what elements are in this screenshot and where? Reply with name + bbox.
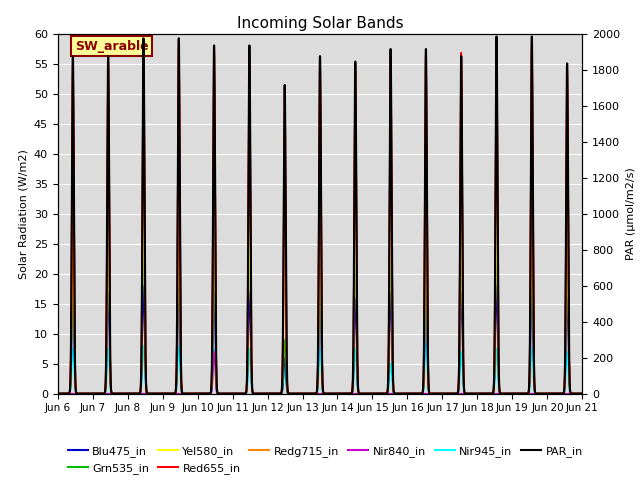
Y-axis label: Solar Radiation (W/m2): Solar Radiation (W/m2) [18,149,28,278]
Blu475_in [411,391,419,396]
Red655_in [54,391,61,396]
Blu475_in [304,391,312,396]
Blu475_in [367,391,375,396]
Grn535_in [447,391,454,396]
Nir840_in [246,211,253,217]
Yel580_in [54,391,61,396]
Nir945_in [367,391,374,396]
Nir840_in [579,391,586,396]
Redg715_in [579,391,586,396]
Grn535_in [579,391,586,396]
Grn535_in [54,391,61,396]
Red655_in [140,44,147,49]
Nir945_in [317,368,325,374]
Nir840_in [317,391,325,396]
Redg715_in [84,391,92,396]
PAR_in [446,391,454,396]
Nir945_in [410,391,418,396]
Nir945_in [447,391,454,396]
Grn535_in [304,391,312,396]
PAR_in [367,391,374,396]
Red655_in [367,391,375,396]
Line: Nir945_in: Nir945_in [58,343,582,394]
PAR_in [579,391,586,396]
Grn535_in [367,391,375,396]
Red655_in [447,391,454,396]
PAR_in [54,391,61,396]
Blu475_in [180,391,188,396]
Line: Yel580_in: Yel580_in [58,166,582,394]
Grn535_in [180,391,188,396]
Nir840_in [54,391,61,396]
Yel580_in [180,391,188,396]
Line: Grn535_in: Grn535_in [58,226,582,394]
Grn535_in [317,329,325,335]
Blu475_in [54,391,61,396]
Nir945_in [54,391,61,396]
Grn535_in [84,391,92,396]
Nir945_in [304,391,312,396]
Nir945_in [84,391,92,396]
Title: Incoming Solar Bands: Incoming Solar Bands [237,16,403,31]
Grn535_in [140,223,147,229]
Red655_in [304,391,312,396]
Line: Red655_in: Red655_in [58,47,582,394]
Redg715_in [411,391,419,396]
Red655_in [317,255,325,261]
Red655_in [579,391,586,396]
Blu475_in [579,391,586,396]
Yel580_in [304,391,312,396]
Legend: Blu475_in, Grn535_in, Yel580_in, Red655_in, Redg715_in, Nir840_in, Nir945_in, PA: Blu475_in, Grn535_in, Yel580_in, Red655_… [63,442,588,478]
Text: SW_arable: SW_arable [75,39,148,53]
PAR_in [317,222,325,228]
Blu475_in [317,349,325,355]
Red655_in [180,391,188,396]
Blu475_in [447,391,454,396]
Nir840_in [410,391,418,396]
Red655_in [411,391,419,396]
Yel580_in [410,391,418,396]
Y-axis label: PAR (μmol/m2/s): PAR (μmol/m2/s) [626,167,636,260]
PAR_in [84,391,92,396]
Yel580_in [317,301,325,307]
PAR_in [180,391,188,396]
Nir840_in [180,391,188,396]
Line: Nir840_in: Nir840_in [58,214,582,394]
Line: Blu475_in: Blu475_in [58,286,582,394]
PAR_in [410,391,418,396]
Line: Redg715_in: Redg715_in [58,178,582,394]
Redg715_in [367,391,374,396]
Redg715_in [180,391,188,396]
Redg715_in [447,391,454,396]
Yel580_in [84,391,92,396]
Yel580_in [367,391,374,396]
Redg715_in [317,304,325,310]
Redg715_in [387,175,394,181]
Blu475_in [84,391,92,396]
Nir840_in [304,391,312,396]
Grn535_in [411,391,419,396]
Nir840_in [446,391,454,396]
Redg715_in [304,391,312,396]
Yel580_in [528,163,536,169]
Blu475_in [140,283,147,289]
Nir945_in [422,340,430,346]
Yel580_in [579,391,586,396]
Yel580_in [446,391,454,396]
PAR_in [304,391,312,396]
Redg715_in [54,391,61,396]
Red655_in [84,391,92,396]
Line: PAR_in: PAR_in [58,36,582,394]
Nir945_in [180,391,188,396]
Nir945_in [579,391,586,396]
PAR_in [493,34,500,39]
Nir840_in [367,391,374,396]
